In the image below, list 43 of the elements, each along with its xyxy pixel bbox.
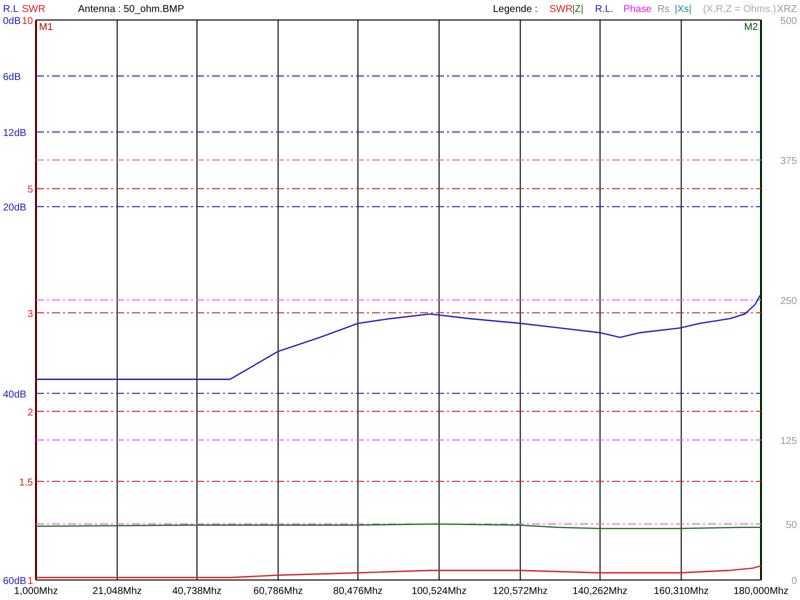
y3-axis-title: R.L	[3, 4, 19, 15]
legend-label: Rs	[657, 4, 670, 15]
y-tick-label: 3	[27, 308, 34, 320]
x-tick-label: 100,524Mhz	[412, 586, 467, 597]
y3-tick-label: 40dB	[3, 389, 27, 400]
y2-tick-label: 0	[791, 576, 798, 587]
y-tick-label: 5	[27, 184, 34, 196]
y-tick-label: 1	[27, 576, 34, 587]
y2-tick-label: 50	[786, 520, 798, 531]
y3-tick-label: 12dB	[3, 128, 27, 139]
y-tick-label: 10	[22, 16, 34, 27]
y3-tick-label: 6dB	[3, 72, 22, 83]
chart-title: Antenna : 50_ohm.BMP	[78, 4, 185, 15]
y2-tick-label: 375	[780, 156, 798, 167]
y2-tick-label: 500	[780, 16, 798, 27]
y2-tick-label: 125	[780, 436, 798, 447]
y-tick-label: 2	[27, 407, 34, 418]
x-tick-label: 120,572Mhz	[492, 586, 548, 597]
text: R.L.	[595, 4, 614, 15]
x-tick-label: 160,310Mhz	[654, 586, 709, 597]
annotation: M1	[39, 22, 54, 33]
x-tick-label: 40,738Mhz	[172, 586, 222, 597]
x-tick-label: 180,000Mhz	[733, 586, 789, 597]
line-series	[35, 294, 761, 380]
y2-tick-label: 250	[780, 296, 798, 307]
legend-label: |Xs|	[674, 4, 692, 15]
text: (X,R,Z = Ohms.)	[703, 4, 776, 15]
x-tick-label: 1,000Mhz	[14, 586, 58, 597]
y-axis-title: SWR	[22, 4, 46, 15]
x-tick-label: 60,786Mhz	[253, 586, 303, 597]
annotation: M2	[744, 22, 758, 33]
y3-tick-label: 0dB	[3, 16, 22, 27]
y2-axis-title: XRZ	[777, 4, 797, 15]
y-tick-label: 1.5	[19, 477, 34, 488]
y3-tick-label: 60dB	[3, 576, 27, 587]
x-tick-label: 21,048Mhz	[92, 586, 142, 597]
text: SWR	[549, 4, 573, 15]
x-tick-label: 140,262Mhz	[572, 586, 628, 597]
legend-label: Phase	[623, 4, 652, 15]
text: |Z|	[572, 4, 584, 15]
x-tick-label: 80,476Mhz	[333, 586, 383, 597]
y3-tick-label: 20dB	[3, 202, 27, 214]
legend-title: Legende :	[493, 4, 538, 15]
